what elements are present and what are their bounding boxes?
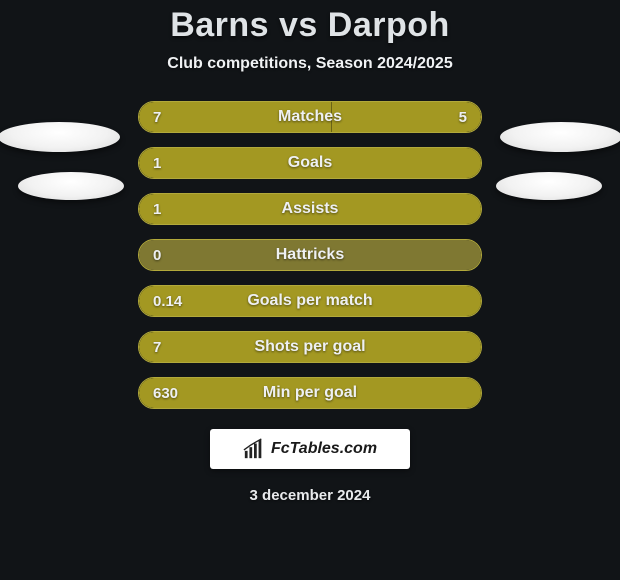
stat-label: Hattricks [139,246,481,264]
stat-label: Shots per goal [139,338,481,356]
stat-row: 1Goals [138,147,482,179]
stat-row: 0.14Goals per match [138,285,482,317]
stat-label: Min per goal [139,384,481,402]
stat-label: Goals per match [139,292,481,310]
attribution-text: FcTables.com [271,440,377,458]
stat-row: 1Assists [138,193,482,225]
stat-label: Matches [139,108,481,126]
stat-row: 630Min per goal [138,377,482,409]
player2-name: Darpoh [328,6,450,44]
stat-label: Assists [139,200,481,218]
stat-label: Goals [139,154,481,172]
subtitle: Club competitions, Season 2024/2025 [167,55,452,73]
stats-list: 7Matches5 1Goals 1Assists 0Hattricks 0.14Goa… [0,101,620,409]
stat-row: 7Shots per goal [138,331,482,363]
page-title: Barns vs Darpoh [170,6,450,45]
chart-bars-icon [243,438,265,460]
stat-row: 0Hattricks [138,239,482,271]
vs-separator: vs [279,6,318,44]
stat-value-right: 5 [459,109,467,126]
player1-name: Barns [170,6,269,44]
stat-row: 7Matches5 [138,101,482,133]
infographic-container: Barns vs Darpoh Club competitions, Seaso… [0,0,620,580]
date-label: 3 december 2024 [250,487,371,504]
attribution-badge: FcTables.com [210,429,410,469]
